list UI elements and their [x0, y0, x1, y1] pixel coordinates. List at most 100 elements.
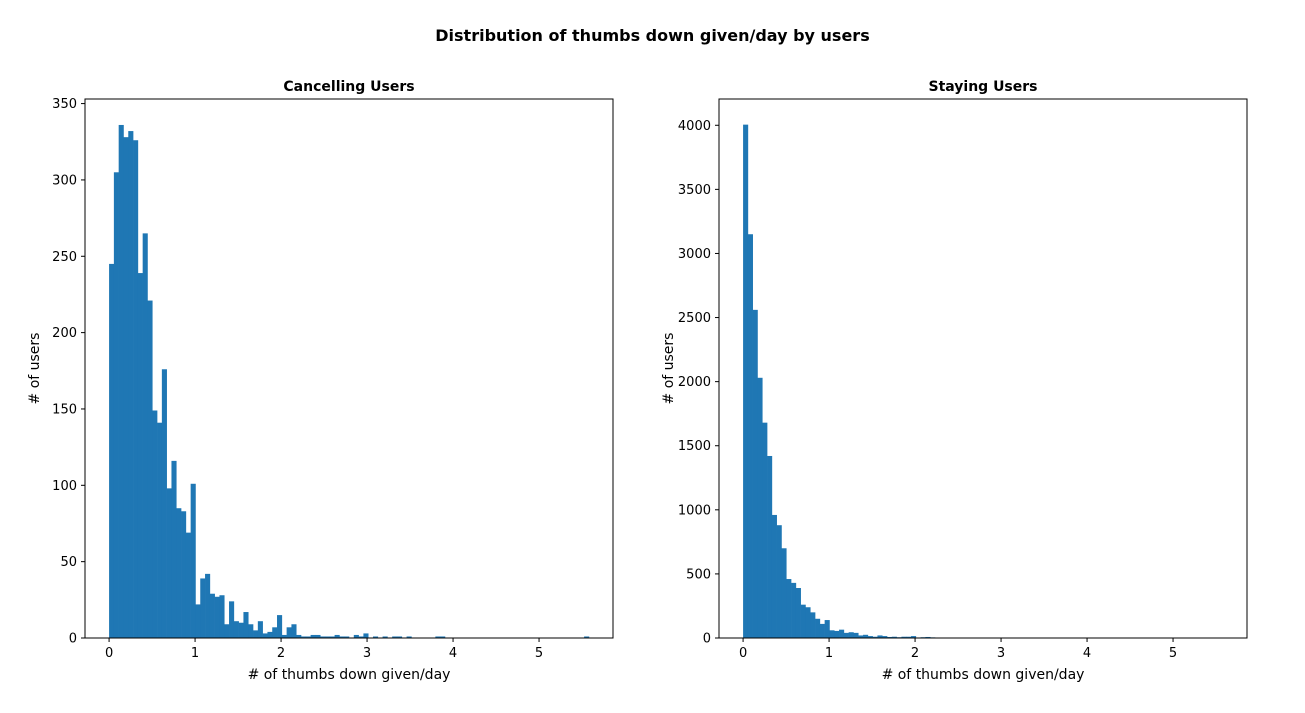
- histogram-bar: [277, 615, 283, 638]
- x-tick-label: 4: [449, 646, 457, 661]
- histogram-bar: [315, 634, 321, 638]
- histogram-bar: [176, 508, 182, 638]
- x-tick-label: 0: [105, 646, 113, 661]
- histogram-bar: [435, 636, 441, 638]
- histogram-bar: [152, 410, 158, 638]
- histogram-bar: [925, 636, 931, 638]
- y-tick-label: 2500: [678, 311, 711, 326]
- y-tick-label: 200: [52, 326, 77, 341]
- histogram-bar: [906, 636, 912, 638]
- x-tick-label: 1: [825, 646, 833, 661]
- histogram-bar: [839, 629, 845, 638]
- y-tick-label: 3500: [678, 183, 711, 198]
- y-tick-label: 500: [686, 567, 711, 582]
- x-axis-label: # of thumbs down given/day: [248, 667, 451, 683]
- histogram-bar: [205, 573, 211, 638]
- x-axis-label: # of thumbs down given/day: [882, 667, 1085, 683]
- histogram-bar: [214, 596, 220, 638]
- histogram-bar: [858, 635, 864, 638]
- histogram-bar: [863, 634, 869, 638]
- y-tick-label: 150: [52, 402, 77, 417]
- x-tick-label: 1: [191, 646, 199, 661]
- y-tick-label: 0: [69, 632, 77, 647]
- histogram-bar: [848, 632, 854, 638]
- y-tick-label: 0: [703, 632, 711, 647]
- histogram-bar: [329, 636, 335, 638]
- histogram-bar: [320, 636, 326, 638]
- y-tick-label: 1000: [678, 503, 711, 518]
- histogram-bar: [253, 630, 259, 638]
- x-tick-label: 5: [535, 646, 543, 661]
- histogram-bar: [805, 607, 811, 638]
- y-tick-label: 2000: [678, 375, 711, 390]
- histogram-bar: [867, 636, 873, 638]
- x-tick-label: 2: [277, 646, 285, 661]
- histogram-bar: [872, 636, 878, 638]
- histogram-bar: [834, 630, 840, 638]
- histogram-bar: [781, 548, 787, 638]
- histogram-bar: [171, 460, 177, 638]
- subplot-title: Cancelling Users: [283, 79, 414, 95]
- y-tick-label: 100: [52, 479, 77, 494]
- histogram-bar: [791, 582, 797, 638]
- histogram-bar: [776, 525, 782, 638]
- histogram-bar: [877, 635, 883, 638]
- histogram-bar: [200, 578, 206, 638]
- histogram-bar: [363, 633, 369, 638]
- figure-title: Distribution of thumbs down given/day by…: [435, 26, 870, 45]
- histogram-bar: [824, 620, 830, 638]
- chart-staying-users: 0 1 2 3 4 5 0 500 1000 1500 2000 2500 3000 3500 4000 St…: [661, 79, 1248, 683]
- y-tick-label: 4000: [678, 119, 711, 134]
- histogram-bar: [406, 636, 412, 638]
- y-axis-label: # of users: [661, 333, 677, 405]
- histogram-bar: [219, 595, 225, 638]
- x-tick-label: 4: [1083, 646, 1091, 661]
- histogram-bar: [157, 422, 163, 638]
- histogram-bar: [118, 124, 124, 638]
- histogram-bar: [109, 263, 115, 638]
- histogram-bar: [301, 636, 307, 638]
- histogram-bar: [584, 636, 590, 638]
- histogram-bar: [233, 621, 239, 638]
- histogram-bar: [815, 618, 821, 638]
- histogram-bar: [257, 621, 263, 638]
- x-tick-label: 2: [911, 646, 919, 661]
- x-tick-label: 0: [739, 646, 747, 661]
- histogram-bar: [229, 601, 235, 638]
- histogram-bar: [224, 624, 230, 638]
- histogram-bar: [147, 300, 153, 638]
- y-tick-label: 1500: [678, 439, 711, 454]
- histogram-bar: [166, 488, 172, 638]
- histogram-bar: [123, 137, 129, 639]
- histogram-bar: [133, 140, 139, 639]
- histogram-bar: [382, 636, 388, 638]
- y-tick-label: 300: [52, 173, 77, 188]
- histogram-bar: [272, 627, 278, 638]
- histogram-bar: [344, 636, 350, 638]
- histogram-bar: [882, 636, 888, 638]
- x-tick-label: 5: [1169, 646, 1177, 661]
- axes-frame: [718, 98, 1248, 639]
- histogram-bar: [195, 604, 201, 638]
- histogram-bar: [752, 309, 758, 638]
- histogram-bar: [887, 636, 893, 638]
- histogram-bar: [891, 636, 897, 638]
- histogram-bar: [209, 593, 215, 638]
- histogram-bar: [310, 634, 316, 638]
- histogram-bar: [296, 634, 302, 638]
- histogram-bar: [339, 636, 345, 638]
- histogram-bar: [743, 124, 749, 638]
- histogram-bar: [286, 627, 292, 638]
- histogram-bar: [181, 511, 187, 638]
- histogram-bar: [137, 273, 143, 638]
- histogram-bar: [440, 636, 446, 638]
- histogram-bar: [248, 624, 254, 638]
- histogram-bar: [853, 632, 859, 638]
- histogram-bar: [243, 612, 249, 638]
- histogram-bar: [911, 636, 917, 638]
- histogram-bar: [142, 233, 148, 638]
- histogram-bar: [795, 588, 801, 638]
- subplot-title: Staying Users: [928, 79, 1037, 95]
- histogram-bar: [267, 631, 273, 638]
